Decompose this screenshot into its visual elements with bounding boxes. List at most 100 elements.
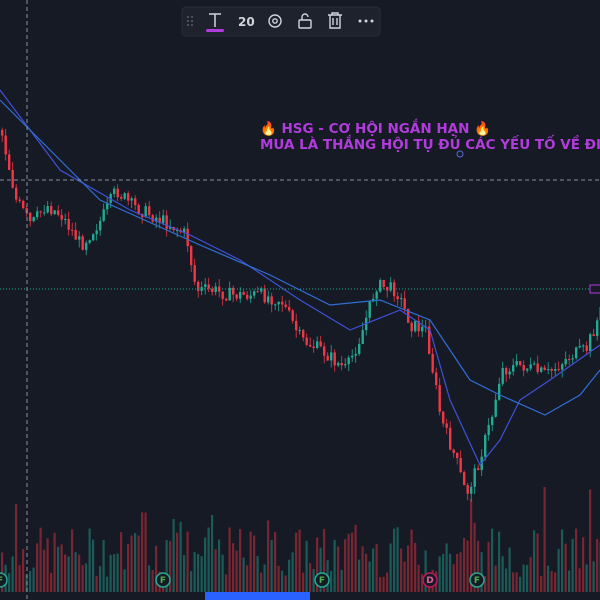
candle-body [18, 199, 21, 201]
volume-bar [375, 543, 378, 592]
volume-bar [568, 570, 571, 592]
volume-bar [151, 570, 154, 592]
volume-bar [508, 547, 511, 592]
volume-bar [71, 529, 74, 592]
candle-body [449, 427, 452, 450]
candle-body [592, 334, 595, 337]
candle-body [85, 242, 88, 250]
candle-body [358, 343, 361, 354]
candle-body [302, 330, 305, 338]
more-button[interactable] [358, 19, 374, 23]
event-marker[interactable] [422, 572, 438, 588]
event-marker[interactable] [469, 572, 485, 588]
volume-bar [134, 532, 137, 592]
event-marker[interactable] [155, 572, 171, 588]
volume-bar [15, 504, 18, 592]
volume-bar [582, 537, 585, 592]
volume-bar [515, 572, 518, 592]
candle-body [568, 358, 571, 360]
candle-body [43, 212, 46, 214]
candle-body [162, 215, 165, 223]
candle-body [225, 298, 228, 301]
candle-body [494, 399, 497, 417]
volume-bar [358, 559, 361, 592]
volume-bar [561, 529, 564, 592]
candle-body [53, 210, 56, 215]
text-color-button[interactable] [206, 13, 224, 32]
volume-bar [57, 546, 60, 592]
candle-body [176, 230, 179, 232]
volume-bar [190, 570, 193, 592]
event-marker[interactable] [314, 572, 330, 588]
volume-bar [214, 549, 217, 592]
volume-bar [498, 531, 501, 592]
candle-body [379, 279, 382, 292]
volume-bar [589, 489, 592, 592]
annotation-line[interactable]: MUA LÀ THẮNG HỘI TỤ ĐỦ CÁC YẾU TỐ VỀ ĐI [260, 133, 600, 153]
volume-bar [113, 554, 116, 592]
candle-body [438, 385, 441, 412]
volume-bar [137, 535, 140, 592]
candle-body [81, 236, 84, 250]
volume-bar [480, 552, 483, 592]
candle-body [585, 345, 588, 351]
candle-body [498, 383, 501, 400]
candle-body [312, 346, 315, 349]
event-marker[interactable] [0, 572, 8, 588]
delete-button[interactable] [328, 12, 342, 29]
candle-body [102, 209, 105, 221]
volume-bar [221, 554, 224, 592]
settings-button[interactable] [268, 14, 282, 28]
candle-body [596, 320, 599, 337]
volume-bar [424, 550, 427, 592]
candle-body [564, 358, 567, 365]
volume-bar [487, 541, 490, 592]
volume-bar [211, 514, 214, 592]
volume-bar [228, 527, 231, 592]
candle-body [382, 279, 385, 288]
candle-body [67, 218, 70, 230]
volume-bar [463, 537, 466, 592]
volume-bar [155, 545, 158, 592]
candle-body [557, 369, 560, 371]
plot [0, 89, 600, 592]
volume-bar [46, 538, 49, 592]
volume-bar [305, 540, 308, 592]
candle-body [123, 193, 126, 199]
font-size-button[interactable]: 20 [238, 15, 255, 29]
candle-body [57, 210, 60, 215]
anchor-handle[interactable] [456, 150, 464, 158]
candle-body [169, 226, 172, 229]
volume-bar [309, 563, 312, 592]
candle-body [29, 212, 32, 222]
candle-body [354, 353, 357, 356]
candle-body [456, 452, 459, 458]
lock-button[interactable] [298, 13, 312, 29]
candle-body [323, 346, 326, 356]
candle-body [190, 246, 193, 266]
candle-body [221, 291, 224, 299]
price-marker [589, 284, 600, 294]
volume-bar [88, 528, 91, 592]
annotation-line[interactable]: 🔥 HSG - CƠ HỘI NGẮN HẠN 🔥 [260, 118, 491, 137]
candle-body [36, 211, 39, 218]
moving-average [0, 99, 600, 416]
candle-body [470, 486, 473, 494]
volume-bar [550, 571, 553, 592]
candle-body [263, 288, 266, 303]
volume-bar [50, 573, 53, 592]
drag-handle[interactable] [187, 16, 193, 26]
candle-body [512, 365, 515, 372]
volume-bar [337, 546, 340, 592]
volume-bar [547, 565, 550, 592]
volume-bar [176, 532, 179, 592]
volume-bar [449, 553, 452, 592]
volume-bar [540, 576, 543, 592]
volume-bar [365, 553, 368, 592]
candle-body [32, 217, 35, 222]
candle-body [78, 236, 81, 240]
volume-bar [141, 512, 144, 592]
volume-bar [246, 565, 249, 592]
candle-body [15, 187, 18, 200]
volume-bar [253, 535, 256, 592]
